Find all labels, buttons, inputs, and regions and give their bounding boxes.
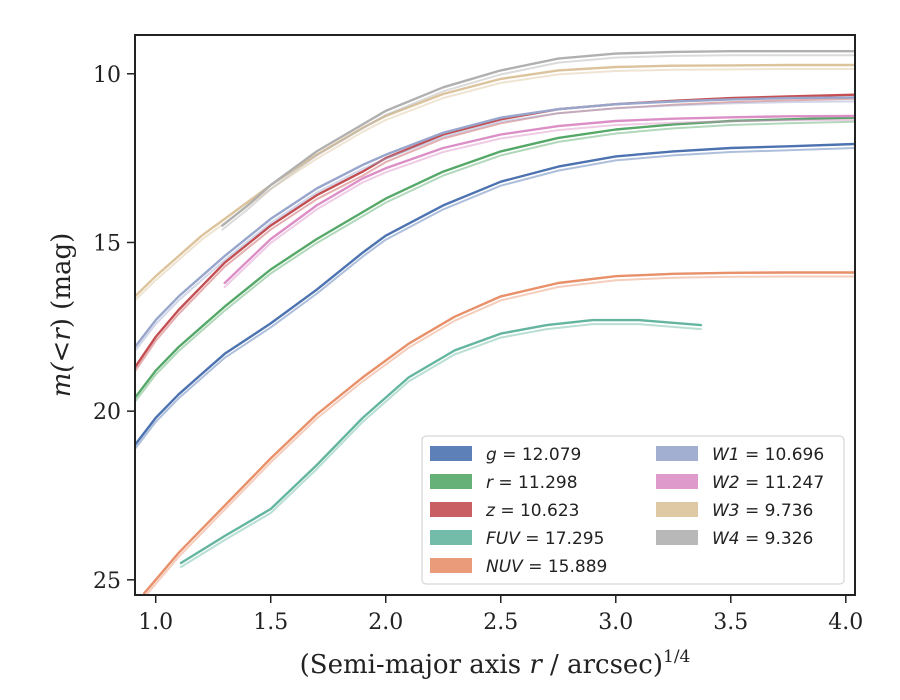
series-band-fuv bbox=[180, 323, 702, 568]
y-ticks: 10 15 20 25 bbox=[93, 63, 135, 594]
y-tick-label: 15 bbox=[93, 231, 121, 256]
x-axis-label: (Semi-major axis r / arcsec)1/4 bbox=[300, 647, 691, 680]
series-line-w4 bbox=[221, 50, 855, 227]
series-band-w4 bbox=[221, 54, 855, 231]
x-tick-label: 2.0 bbox=[368, 610, 403, 635]
x-tick-label: 4.0 bbox=[828, 610, 863, 635]
legend-label-r: r = 11.298 bbox=[486, 473, 578, 493]
series-line-w2 bbox=[223, 114, 855, 285]
series-band-w1 bbox=[135, 100, 855, 352]
plot-frame bbox=[134, 34, 856, 596]
legend-label-w1: W1 = 10.696 bbox=[712, 445, 824, 465]
series-line-w3 bbox=[135, 63, 855, 298]
legend-swatch-z bbox=[430, 502, 472, 517]
x-tick-label: 3.5 bbox=[713, 610, 748, 635]
series-line-r bbox=[135, 116, 855, 399]
y-axis-label: m(<r) (mag) bbox=[47, 233, 77, 398]
legend-swatch-w4 bbox=[656, 530, 698, 545]
legend-swatch-nuv bbox=[430, 558, 472, 573]
x-ticks: 1.0 1.5 2.0 2.5 3.0 3.5 4.0 bbox=[138, 595, 863, 635]
legend-label-w2: W2 = 11.247 bbox=[712, 473, 824, 493]
series-line-w1 bbox=[135, 96, 855, 349]
series-band-r bbox=[135, 120, 855, 403]
legend-swatch-fuv bbox=[430, 530, 472, 545]
legend-swatch-r bbox=[430, 474, 472, 489]
legend-label-w4: W4 = 9.326 bbox=[712, 529, 813, 549]
x-tick-label: 1.0 bbox=[138, 610, 173, 635]
y-tick-label: 20 bbox=[93, 400, 121, 425]
legend-swatch-w3 bbox=[656, 502, 698, 517]
x-tick-label: 3.0 bbox=[598, 610, 633, 635]
legend-label-fuv: FUV = 17.295 bbox=[486, 529, 604, 549]
series-band-g bbox=[135, 147, 855, 450]
series-line-g bbox=[135, 142, 855, 447]
series-band-w3 bbox=[135, 68, 855, 302]
series-band-w2 bbox=[223, 119, 855, 288]
x-tick-label: 1.5 bbox=[253, 610, 288, 635]
legend-swatch-w2 bbox=[656, 474, 698, 489]
series-layer bbox=[135, 50, 855, 595]
legend-label-nuv: NUV = 15.889 bbox=[486, 557, 607, 577]
series-band-z bbox=[135, 97, 855, 373]
series-band-nuv bbox=[144, 275, 855, 595]
legend-label-z: z = 10.623 bbox=[485, 501, 579, 521]
legend-label-w3: W3 = 9.736 bbox=[712, 501, 813, 521]
y-tick-label: 25 bbox=[93, 569, 121, 594]
legend-swatch-w1 bbox=[656, 446, 698, 461]
legend-frame bbox=[421, 435, 845, 585]
y-tick-label: 10 bbox=[93, 63, 121, 88]
x-tick-label: 2.5 bbox=[483, 610, 518, 635]
series-line-nuv bbox=[142, 271, 855, 595]
legend: g = 12.079 r = 11.298 z = 10.623 FUV = 17.2… bbox=[421, 435, 845, 585]
legend-label-g: g = 12.079 bbox=[486, 445, 581, 465]
series-line-fuv bbox=[179, 318, 703, 565]
legend-swatch-g bbox=[430, 446, 472, 461]
